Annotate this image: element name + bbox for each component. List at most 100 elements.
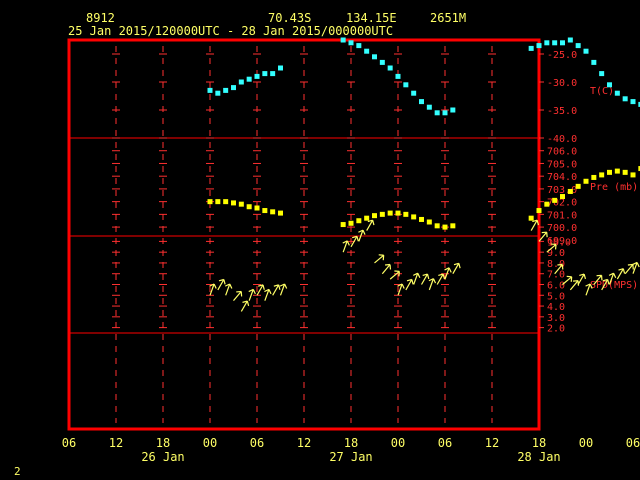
x-tick-label: 06	[626, 436, 640, 450]
wind-arrow	[224, 283, 233, 296]
wind-arrow	[546, 243, 557, 253]
temperature-point	[638, 101, 640, 107]
temperature-point	[403, 82, 409, 88]
x-tick-label: 06	[250, 436, 264, 450]
pressure-point	[387, 210, 393, 216]
wind-arrow	[420, 273, 430, 285]
temperature-point	[223, 87, 229, 93]
pressure-point	[426, 219, 432, 225]
temperature-point	[387, 65, 393, 71]
axis-tick-label: 704.0	[547, 172, 577, 183]
wind-arrow	[585, 283, 593, 296]
temperature-point	[207, 87, 213, 93]
pressure-point	[223, 199, 229, 205]
pressure-point	[278, 210, 283, 216]
wind-arrow	[256, 284, 265, 296]
pressure-point	[567, 188, 573, 194]
x-tick-label: 00	[203, 436, 217, 450]
axis-tick-label: 4.0	[547, 302, 565, 313]
pressure-point	[622, 169, 628, 175]
wind-arrow	[577, 273, 587, 285]
wind-arrow	[405, 278, 414, 291]
wind-arrow	[358, 229, 366, 242]
axis-label: Pre (mb)	[590, 182, 638, 193]
wind-arrow	[272, 284, 281, 296]
wind-arrow	[632, 261, 640, 274]
axis-tick-label: 705.0	[547, 159, 577, 170]
pressure-point	[575, 183, 581, 189]
temperature-point	[348, 40, 354, 46]
wind-arrow	[624, 263, 634, 275]
pressure-point	[356, 218, 362, 224]
time-period: 25 Jan 2015/120000UTC - 28 Jan 2015/0000…	[68, 24, 394, 38]
wind-arrow	[616, 268, 626, 280]
pressure-point	[434, 223, 440, 229]
wind-arrow	[366, 219, 375, 231]
pressure-point	[238, 201, 244, 207]
axis-tick-label: 10.0	[547, 237, 571, 248]
temperature-point	[560, 40, 565, 46]
pressure-point	[231, 200, 236, 206]
pressure-point	[246, 204, 252, 210]
day-label: 27 Jan	[329, 450, 372, 464]
x-tick-label: 12	[109, 436, 123, 450]
temperature-point	[340, 37, 346, 43]
wind-arrow	[264, 288, 272, 301]
pressure-point	[340, 222, 346, 228]
x-tick-label: 18	[344, 436, 358, 450]
page-number: 2	[14, 465, 21, 478]
pressure-point	[372, 213, 377, 219]
axis-tick-label: 699.0	[547, 236, 577, 247]
x-tick-label: 18	[156, 436, 170, 450]
temperature-point	[567, 37, 573, 43]
temperature-point	[599, 71, 605, 77]
pressure-point	[442, 224, 448, 230]
wind-arrow	[538, 231, 548, 242]
axis-tick-label: 5.0	[547, 291, 565, 302]
wind-arrow	[444, 267, 452, 280]
pressure-point	[364, 215, 370, 221]
pressure-point	[528, 215, 534, 221]
axis-tick-label: -30.0	[547, 78, 577, 89]
temperature-point	[442, 110, 448, 116]
temperature-point	[434, 110, 440, 116]
temperature-point	[262, 71, 268, 77]
temperature-point	[450, 107, 456, 113]
wind-arrow	[562, 275, 573, 285]
pressure-point	[270, 209, 276, 215]
pressure-point	[411, 214, 417, 220]
pressure-point	[544, 201, 550, 207]
temperature-point	[411, 90, 417, 96]
longitude: 134.15E	[346, 11, 397, 25]
pressure-point	[630, 172, 636, 178]
wind-arrow	[554, 263, 564, 275]
wind-arrow	[601, 278, 610, 291]
wind-arrow	[217, 278, 226, 291]
pressure-point	[552, 197, 558, 203]
wind-arrow	[428, 278, 437, 291]
wind-arrow	[209, 283, 217, 296]
pressure-point	[395, 210, 401, 216]
pressure-point	[583, 178, 589, 184]
axis-tick-label: 9.0	[547, 248, 565, 259]
temperature-point	[254, 73, 260, 79]
pressure-point	[614, 168, 620, 174]
temperature-point	[356, 43, 362, 49]
pressure-point	[607, 169, 612, 175]
wind-arrow	[569, 280, 580, 291]
day-label: 28 Jan	[517, 450, 560, 464]
temperature-point	[238, 79, 244, 85]
axis-tick-label: 701.0	[547, 210, 577, 221]
wind-arrow	[248, 288, 256, 301]
plot-frame	[67, 38, 541, 431]
temperature-point	[270, 71, 276, 77]
wind-arrow	[233, 290, 243, 302]
temperature-point	[575, 43, 581, 49]
axis-tick-label: 700.0	[547, 223, 577, 234]
temperature-point	[278, 65, 283, 71]
temperature-point	[215, 90, 221, 96]
wind-arrow	[279, 283, 288, 296]
axis-tick-label: 702.0	[547, 198, 577, 209]
pressure-point	[207, 199, 213, 205]
